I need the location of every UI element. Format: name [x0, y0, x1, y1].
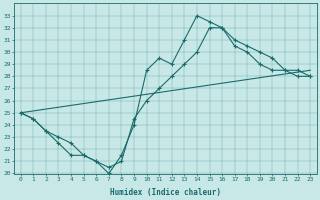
X-axis label: Humidex (Indice chaleur): Humidex (Indice chaleur) — [110, 188, 221, 197]
